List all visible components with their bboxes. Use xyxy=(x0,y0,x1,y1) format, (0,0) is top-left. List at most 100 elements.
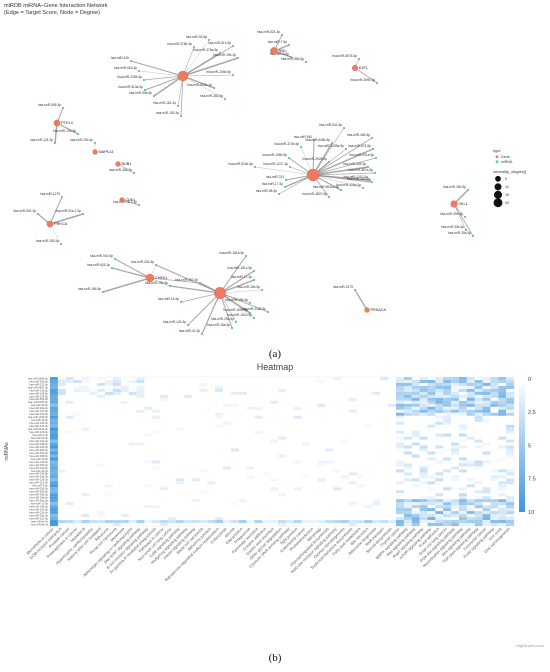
heatmap-cell xyxy=(230,448,239,452)
heatmap-cell xyxy=(50,499,58,503)
heatmap-cell xyxy=(482,460,491,464)
heatmap-cell xyxy=(458,377,467,381)
heatmap-cell xyxy=(396,481,404,485)
heatmap-cell xyxy=(403,379,412,384)
heatmap-cell xyxy=(474,481,483,485)
network-edge xyxy=(254,166,314,176)
mirna-label: hsa-miR-161b-5p xyxy=(227,313,252,317)
heatmap-cell xyxy=(427,412,436,416)
heatmap-cell xyxy=(419,517,428,521)
network-edge xyxy=(143,75,184,81)
mirna-label: hsa-miR-181c-5p xyxy=(228,266,253,270)
mirna-node xyxy=(253,165,257,169)
heatmap-cell xyxy=(317,520,326,524)
heatmap-cell xyxy=(50,439,58,443)
heatmap-cell xyxy=(293,415,302,419)
mirna-label: hsa-miR-331a-5p xyxy=(349,153,374,157)
mirna-label: hsa-miR-548b-5p xyxy=(305,138,330,142)
mirna-label: hsa-miR-33a-5p xyxy=(441,225,464,229)
heatmap-cell xyxy=(482,382,491,386)
heatmap-cell xyxy=(411,523,420,527)
heatmap-row-label: hsa-miR-222-3p xyxy=(29,481,48,485)
network-edge xyxy=(187,292,221,326)
mirna-nodes: hsa-miR-93-5p hsa-miR-378b-3p hsa-miR-613-… xyxy=(13,30,475,336)
heatmap-cell xyxy=(458,385,467,389)
heatmap-cell xyxy=(403,520,412,524)
heatmap-cell xyxy=(50,454,58,458)
gene-label: CHEK1 xyxy=(155,276,168,280)
heatmap-cell xyxy=(443,415,452,419)
heatmap-cell xyxy=(482,511,491,515)
heatmap-cell xyxy=(57,379,66,384)
mirna-node xyxy=(353,288,357,292)
colorbar-tick-label: 2.5 xyxy=(528,410,536,416)
mirna-node xyxy=(76,132,80,136)
heatmap-cell xyxy=(490,502,499,506)
mirna-node xyxy=(61,106,65,110)
heatmap-cell xyxy=(50,469,58,473)
heatmap-cell xyxy=(215,388,224,392)
heatmap-cell xyxy=(451,400,459,404)
heatmap-row-label: hsa-miR-31-5p xyxy=(31,457,49,461)
heatmap-cell xyxy=(435,517,444,521)
mirna-node xyxy=(327,195,331,199)
network-edge xyxy=(102,277,151,293)
heatmap-cell xyxy=(50,511,58,515)
heatmap-cell xyxy=(97,382,106,386)
heatmap-cell xyxy=(396,385,404,389)
heatmap-cell xyxy=(435,421,444,425)
heatmap-cell xyxy=(356,475,365,479)
heatmap-cell xyxy=(223,403,231,407)
gene-node xyxy=(92,149,98,155)
heatmap-cell xyxy=(262,520,271,524)
mirna-label: hsa-miR-625-3p xyxy=(87,263,110,267)
heatmap-cell xyxy=(50,463,58,467)
mirna-label: hsa-miR-186-5p xyxy=(78,287,101,291)
heatmap-cell xyxy=(498,385,507,389)
mirna-node xyxy=(129,59,133,63)
heatmap-cell xyxy=(160,520,169,524)
heatmap-cell xyxy=(112,377,121,381)
heatmap-cell xyxy=(136,379,145,384)
mirna-node xyxy=(287,156,291,160)
mirna-label: hsa-miR-92a-1-5p xyxy=(55,209,81,213)
colorbar-tick-label: 5 xyxy=(528,443,531,449)
heatmap-cell xyxy=(435,445,444,449)
heatmap-cell xyxy=(317,379,326,384)
mirna-node xyxy=(110,266,114,270)
heatmap-cell xyxy=(435,379,444,384)
heatmap-cell xyxy=(427,481,436,485)
heatmap-cell xyxy=(427,394,436,398)
heatmap-cell xyxy=(506,523,515,527)
mirna-label: hsa-miR-363-5p xyxy=(200,94,223,98)
heatmap-cell xyxy=(435,451,444,455)
heatmap-cell xyxy=(474,409,483,413)
heatmap-cell xyxy=(396,406,404,410)
heatmap-cell xyxy=(506,400,515,404)
heatmap-cell xyxy=(427,400,436,404)
heatmap-cell xyxy=(498,436,507,440)
heatmap-row-label: hsa-miR-125-5p xyxy=(29,430,48,434)
heatmap-cell xyxy=(443,505,452,509)
mirna-node xyxy=(137,69,141,73)
network-edge xyxy=(312,166,369,176)
mirna-label: hsa-miR-42b xyxy=(111,56,129,60)
heatmap-row-label: hsa-miR-23a-3p xyxy=(29,406,48,410)
heatmap-cell xyxy=(403,400,412,404)
network-edge xyxy=(453,203,474,237)
network-edge xyxy=(312,172,376,176)
heatmap-cell xyxy=(419,511,428,515)
heatmap-cell xyxy=(411,409,420,413)
heatmap-cell xyxy=(435,409,444,413)
mirna-label: hsa-miR-181d-5p xyxy=(223,308,248,312)
heatmap-cell xyxy=(301,442,310,446)
network-edge xyxy=(182,75,226,100)
heatmap-cell xyxy=(411,505,420,509)
heatmap-cell xyxy=(167,517,176,521)
mirna-label: hsa-miR-8075-5p xyxy=(332,54,357,58)
heatmap-cell xyxy=(427,487,436,491)
heatmap-cell xyxy=(451,409,459,413)
heatmap-cell xyxy=(57,520,66,524)
heatmap-cell xyxy=(411,406,420,410)
mirna-label: hsa-miR-132-5p xyxy=(347,177,370,181)
